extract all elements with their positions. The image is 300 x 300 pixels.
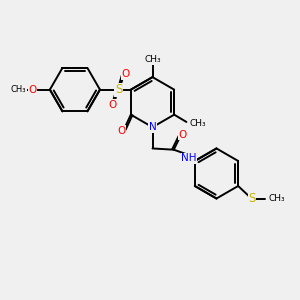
- Text: S: S: [115, 83, 122, 96]
- Text: O: O: [28, 85, 37, 94]
- Text: CH₃: CH₃: [144, 55, 161, 64]
- Text: O: O: [178, 130, 187, 140]
- Text: NH: NH: [181, 154, 197, 164]
- Text: O: O: [117, 126, 126, 136]
- Text: S: S: [248, 192, 256, 205]
- Text: CH₃: CH₃: [189, 119, 206, 128]
- Text: CH₃: CH₃: [11, 85, 26, 94]
- Text: O: O: [108, 100, 116, 110]
- Text: CH₃: CH₃: [268, 194, 285, 203]
- Text: O: O: [121, 69, 129, 79]
- Text: N: N: [148, 122, 156, 132]
